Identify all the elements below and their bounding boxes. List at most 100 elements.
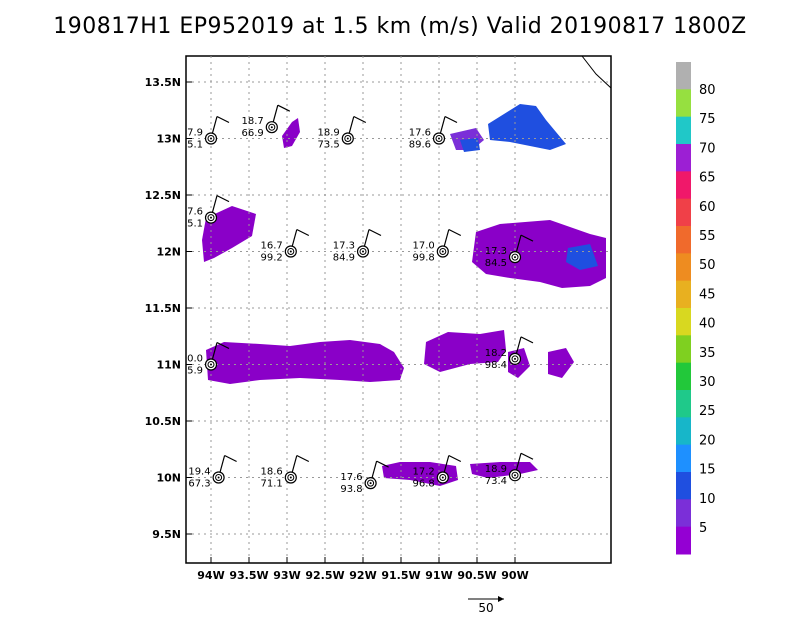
station-value-top: 19.4 <box>188 467 210 478</box>
station-marker-center <box>441 476 444 479</box>
station-value-top: 17.3 <box>485 246 507 257</box>
colorbar-label: 30 <box>699 375 716 390</box>
reference-vector: 50 <box>468 596 504 615</box>
colorbar-segment <box>676 444 691 473</box>
station: 17.384.5 <box>485 234 534 269</box>
swath-patch <box>566 244 598 270</box>
station-marker-center <box>210 137 212 140</box>
wind-barb-flag <box>448 454 462 463</box>
colorbar-segment <box>676 253 691 282</box>
station-marker-ring <box>207 135 215 142</box>
lon-tick-label: 93W <box>273 569 300 582</box>
station-marker-center <box>210 216 212 219</box>
colorbar-segment <box>676 308 691 336</box>
colorbar-label: 5 <box>699 521 707 536</box>
station-marker-ring <box>367 479 375 487</box>
station-value-bottom: 71.1 <box>261 479 283 490</box>
colorbar-segment <box>676 89 691 118</box>
station: 18.671.1 <box>261 454 310 490</box>
station-value-bottom: 73.4 <box>485 476 507 487</box>
station-marker-center <box>362 250 364 253</box>
wind-barb-flag <box>224 454 237 463</box>
colorbar-segment <box>676 362 691 391</box>
station: 0.05.9 <box>187 341 230 377</box>
station: 18.298.4 <box>485 336 534 371</box>
wind-barb-flag <box>296 454 310 463</box>
colorbar-segment <box>676 62 691 90</box>
colorbar-segment <box>676 417 691 446</box>
station-marker-ring <box>511 471 519 479</box>
colorbar-label: 55 <box>699 229 716 244</box>
lat-tick-label: 12N <box>156 246 181 259</box>
station-value-top: 17.0 <box>413 241 435 252</box>
colorbar-label: 75 <box>699 112 716 127</box>
swath-patch <box>206 340 404 384</box>
station-marker-ring <box>207 214 215 222</box>
station-marker-center <box>369 482 372 485</box>
wind-barb-flag <box>368 228 382 237</box>
station: 17.099.8 <box>413 228 462 264</box>
colorbar-label: 10 <box>699 492 716 507</box>
station-value-bottom: 67.3 <box>188 479 210 490</box>
station-value-bottom: 93.8 <box>340 484 362 495</box>
station-value-bottom: 5.9 <box>187 366 203 377</box>
colorbar-segment <box>676 144 691 172</box>
colorbar-segment <box>676 198 691 227</box>
station-value-bottom: 98.4 <box>485 360 507 371</box>
station: 17.689.6 <box>409 115 458 151</box>
station-marker-ring <box>439 248 447 255</box>
wind-barb-flag <box>216 115 230 124</box>
station: 18.973.4 <box>485 452 534 487</box>
wind-barb-flag <box>353 115 367 124</box>
station-marker-center <box>289 476 292 479</box>
colorbar-label: 20 <box>699 433 716 448</box>
colorbar-segment <box>676 526 691 555</box>
station: 7.65.1 <box>187 195 230 230</box>
lon-tick-labels: 94W 93.5W 93W 92.5W 92W 91.5W 91W 90.5W 90W <box>197 569 528 582</box>
lat-tick-label: 10.5N <box>145 415 181 428</box>
wind-barb-flag <box>216 195 230 203</box>
station-marker-ring <box>287 248 295 255</box>
station-value-top: 17.6 <box>409 128 431 139</box>
swath-patch <box>460 138 480 152</box>
colorbar-label: 35 <box>699 346 716 361</box>
lat-tick-label: 11N <box>156 359 181 372</box>
station-value-top: 18.7 <box>242 116 264 127</box>
station-value-bottom: 84.9 <box>333 253 355 264</box>
colorbar-label: 40 <box>699 317 716 332</box>
station: 16.799.2 <box>261 228 310 264</box>
swath-patch <box>470 462 538 478</box>
station: 17.296.8 <box>413 454 462 490</box>
station-marker-ring <box>439 474 447 481</box>
station-marker-center <box>270 126 273 129</box>
colorbar-segment <box>676 472 691 500</box>
station-marker-ring <box>511 355 519 363</box>
wind-barb-flag <box>520 336 534 344</box>
colorbar-label: 15 <box>699 463 716 478</box>
station: 19.467.3 <box>188 454 237 490</box>
lon-tick-label: 94W <box>197 569 224 582</box>
wind-barb-flag <box>520 452 534 460</box>
lat-tick-label: 9.5N <box>152 528 181 541</box>
station-value-bottom: 99.8 <box>413 253 435 264</box>
coastline <box>581 55 612 89</box>
wind-barb-flag <box>277 104 291 112</box>
station-value-top: 18.9 <box>485 464 507 475</box>
station-markers: 7.95.118.766.9 18.973.517.689.67.65.116.7… <box>187 104 534 495</box>
colorbar-label: 45 <box>699 287 716 302</box>
station: 7.95.1 <box>187 115 230 151</box>
lon-tick-label: 91.5W <box>381 569 420 582</box>
lat-tick-label: 13.5N <box>145 76 181 89</box>
station-marker-ring <box>287 474 295 481</box>
colorbar-segment <box>676 226 691 254</box>
colorbar-segment <box>676 390 691 418</box>
station-value-bottom: 89.6 <box>409 140 431 151</box>
station-marker-center <box>514 256 516 259</box>
lon-tick-label: 90W <box>501 569 528 582</box>
colorbar-label: 80 <box>699 83 716 98</box>
lon-tick-label: 92.5W <box>305 569 344 582</box>
colorbar-label: 60 <box>699 200 716 215</box>
station: 18.973.5 <box>318 115 367 151</box>
lat-tick-label: 12.5N <box>145 189 181 202</box>
station-value-top: 17.2 <box>413 467 435 478</box>
